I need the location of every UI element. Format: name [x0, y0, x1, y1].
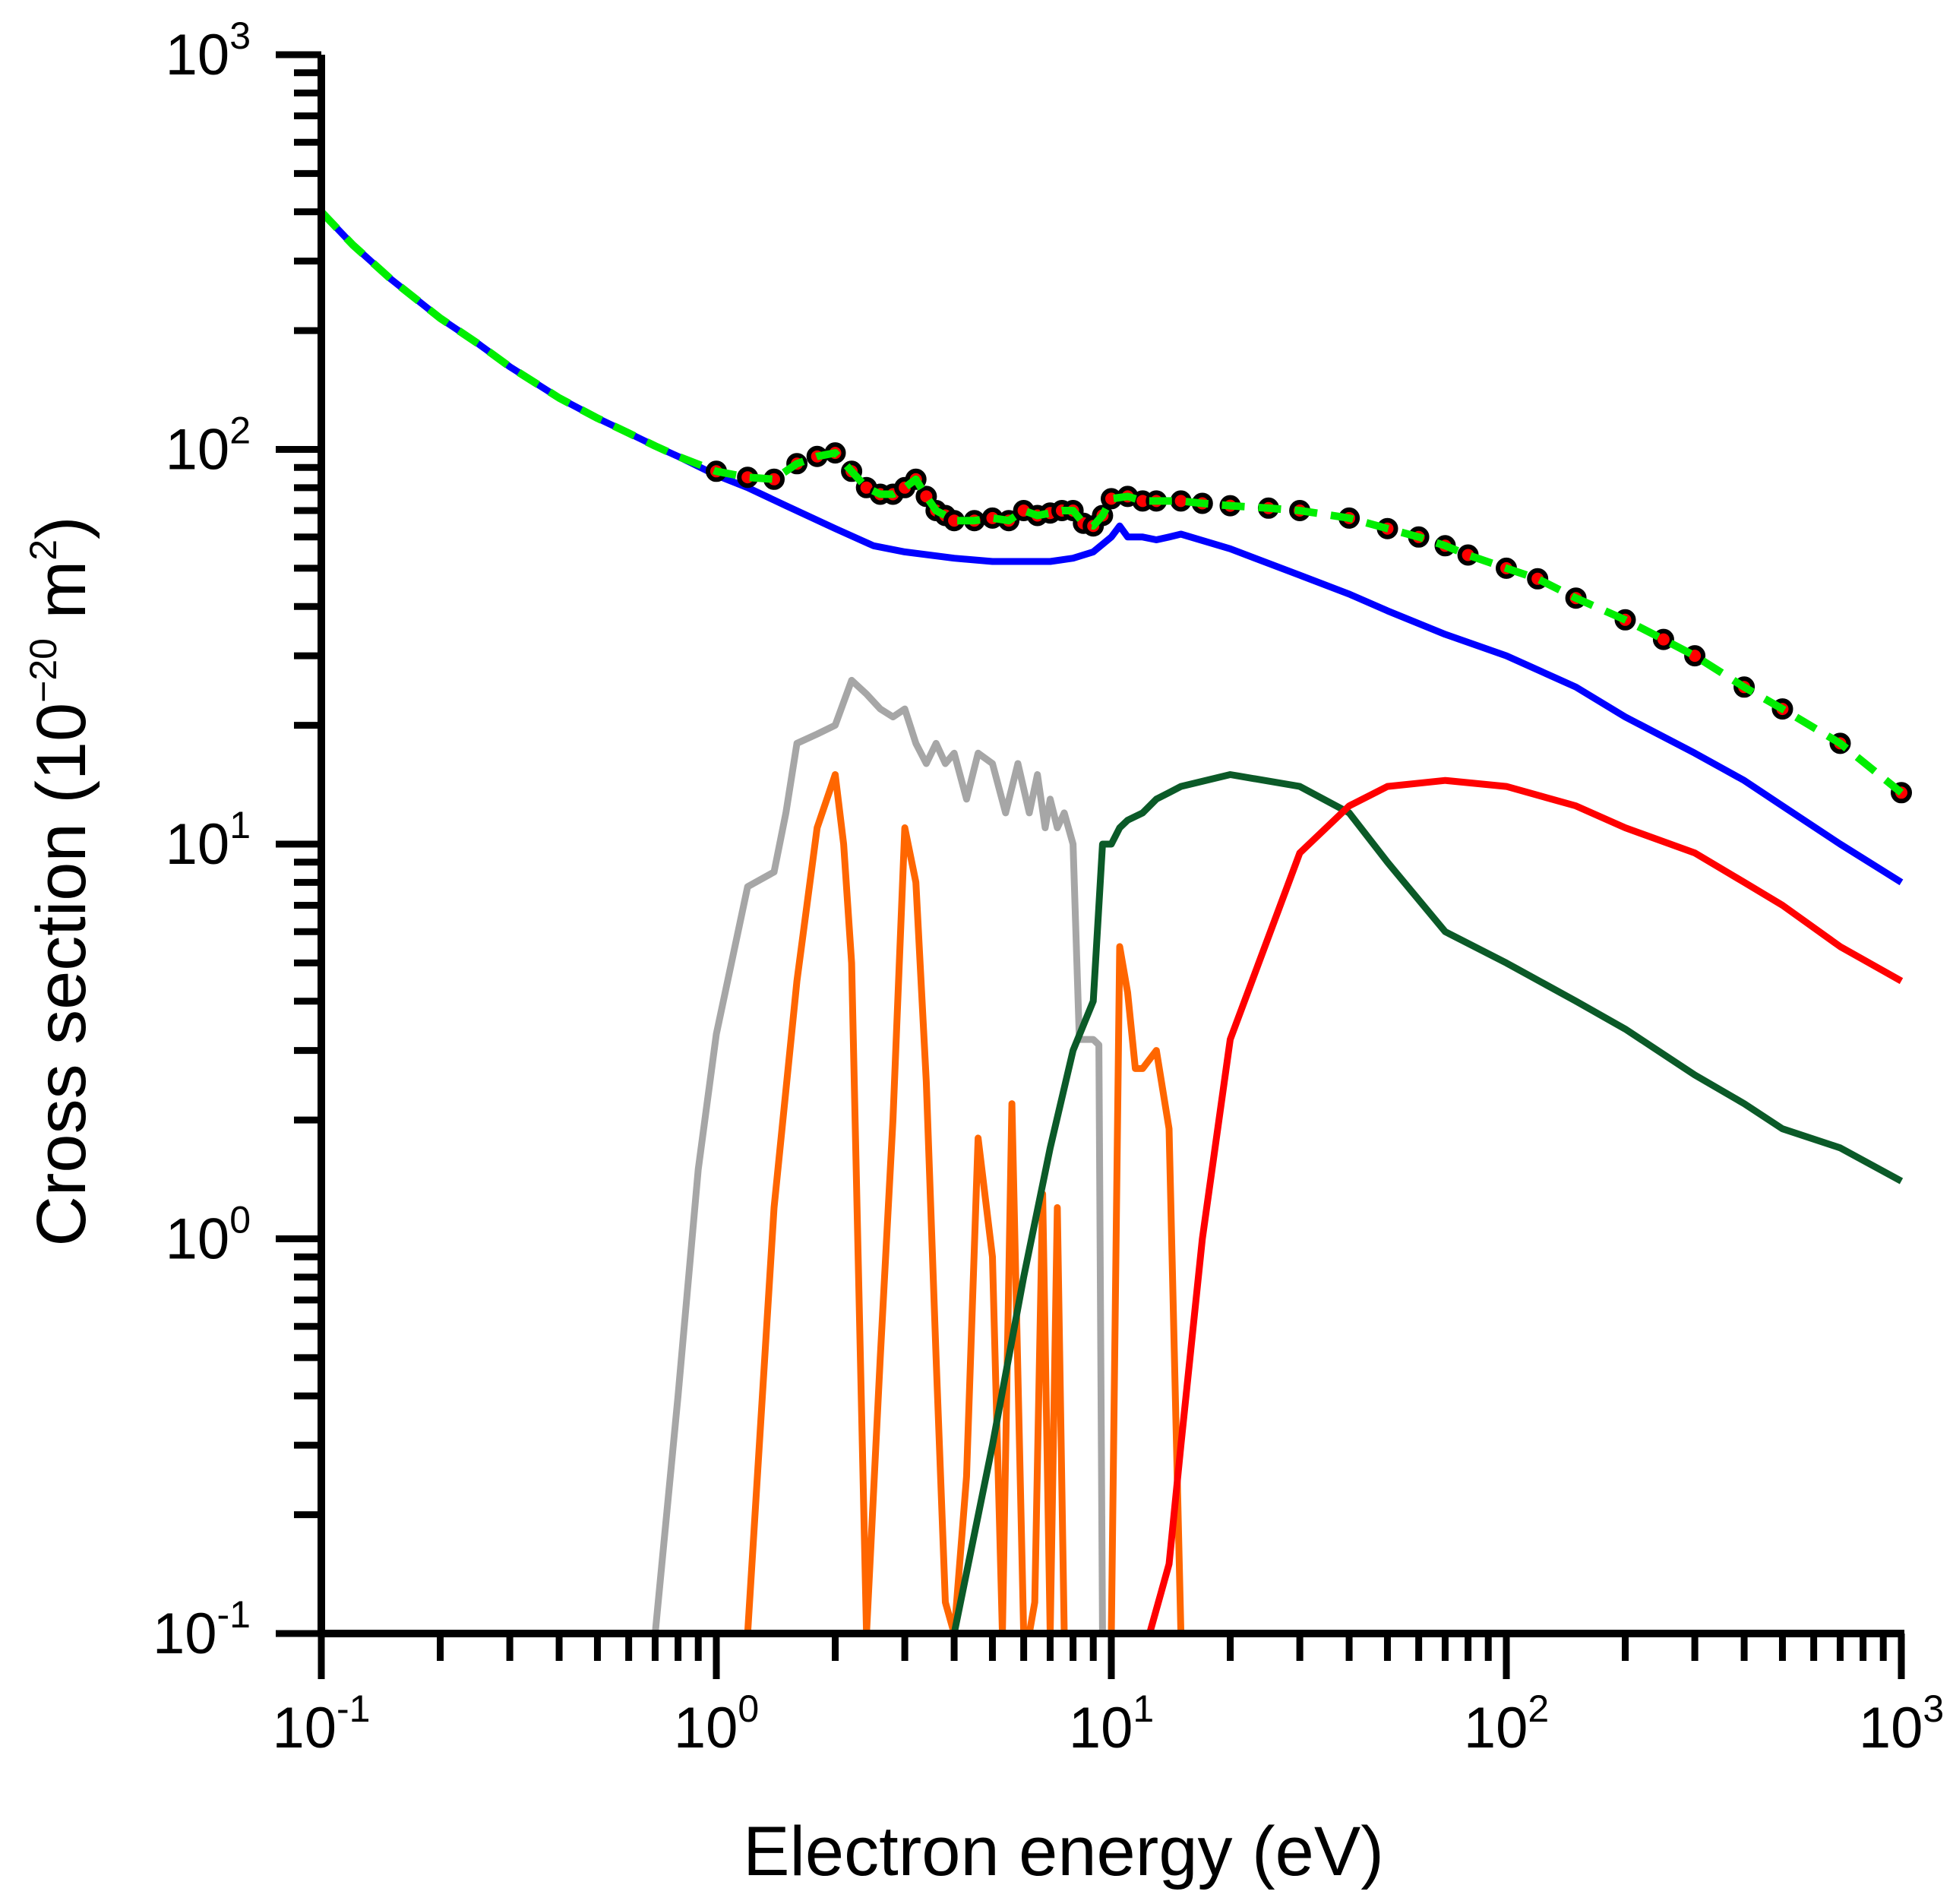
y-tick-label: 10-1: [153, 1593, 251, 1666]
y-tick-label: 100: [166, 1199, 251, 1272]
x-tick-base: 10: [1859, 1696, 1923, 1760]
x-axis-title: Electron energy (eV): [743, 1813, 1384, 1890]
y-tick-base: 10: [166, 418, 230, 482]
series-total-line: [318, 209, 1904, 796]
axes: [276, 51, 1905, 1679]
y-tick-base: 10: [166, 1207, 230, 1272]
y-tick-exponent: 0: [229, 1199, 251, 1241]
x-tick-label: 102: [1464, 1687, 1549, 1760]
x-tick-base: 10: [272, 1696, 337, 1760]
y-axis-title-middle: m: [23, 561, 100, 638]
x-tick-exponent: 1: [1133, 1687, 1154, 1730]
y-tick-base: 10: [166, 812, 230, 877]
x-tick-base: 10: [1464, 1696, 1528, 1760]
x-tick-exponent: 3: [1923, 1687, 1944, 1730]
series-elastic-line: [318, 209, 1904, 886]
y-axis-title-suffix: ): [23, 516, 100, 539]
y-tick-label: 101: [166, 804, 251, 877]
y-tick-label: 103: [166, 14, 251, 87]
x-tick-exponent: 2: [1528, 1687, 1549, 1730]
series-layer: [318, 209, 1912, 1637]
y-tick-exponent: 1: [229, 804, 251, 846]
y-tick-exponent: -1: [217, 1593, 251, 1636]
series-ionization-line: [1146, 776, 1904, 1635]
x-tick-label: 100: [674, 1687, 759, 1760]
y-axis-title-exponent2: 2: [22, 539, 65, 561]
series-vibrational-excitation-line: [744, 771, 1185, 1637]
y-axis-title: Cross section (10−20 m2): [22, 516, 100, 1246]
x-tick-exponent: 0: [738, 1687, 759, 1730]
x-tick-label: 101: [1069, 1687, 1154, 1760]
y-tick-base: 10: [153, 1602, 217, 1666]
y-tick-exponent: 2: [229, 410, 251, 452]
series-vibrational-sum-line: [652, 676, 1106, 1634]
series-electronic-excitation-line: [950, 771, 1904, 1634]
y-axis-title-exponent: −20: [22, 638, 65, 703]
y-tick-exponent: 3: [229, 14, 251, 57]
y-tick-base: 10: [166, 23, 230, 87]
x-tick-base: 10: [674, 1696, 738, 1760]
y-tick-label: 102: [166, 410, 251, 482]
x-tick-label: 103: [1859, 1687, 1944, 1760]
x-tick-base: 10: [1069, 1696, 1133, 1760]
x-tick-exponent: -1: [337, 1687, 370, 1730]
y-axis-title-prefix: Cross section (10: [23, 703, 100, 1247]
x-tick-label: 10-1: [272, 1687, 370, 1760]
